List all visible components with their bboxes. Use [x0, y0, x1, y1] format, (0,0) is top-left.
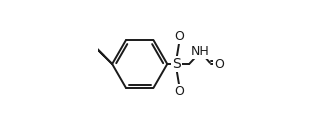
Text: S: S [172, 57, 181, 71]
Text: O: O [214, 57, 224, 71]
Text: O: O [174, 85, 184, 98]
Text: O: O [174, 30, 184, 43]
Text: NH: NH [190, 45, 209, 58]
